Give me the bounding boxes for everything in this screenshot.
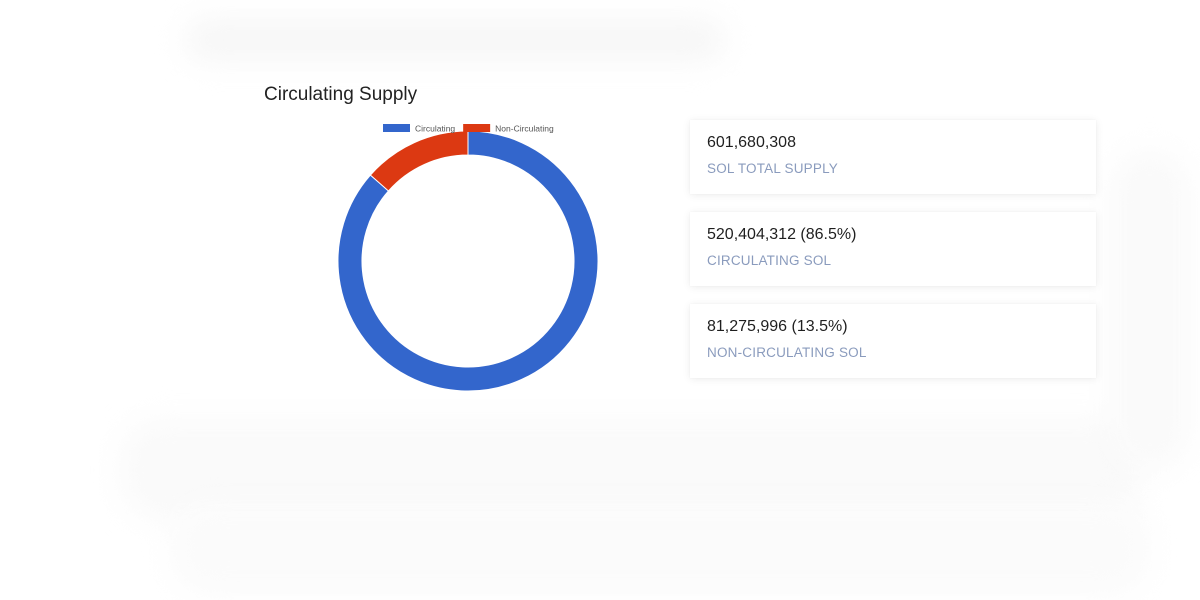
stat-value: 81,275,996 (13.5%) [707, 318, 848, 335]
stat-card-circulating: 520,404,312 (86.5%) CIRCULATING SOL [690, 212, 1096, 286]
chart-title: Circulating Supply [264, 84, 418, 105]
stat-card-non-circulating: 81,275,996 (13.5%) NON-CIRCULATING SOL [690, 304, 1096, 378]
circulating-supply-chart-panel: Circulating Supply Circulating Non-Circul… [240, 72, 680, 402]
donut-slice-circulating[interactable] [337, 130, 599, 392]
stat-label: SOL TOTAL SUPPLY [707, 161, 839, 176]
legend-item-non-circulating[interactable]: Non-Circulating [463, 124, 554, 134]
donut-slice-non-circulating[interactable] [369, 130, 469, 192]
stat-value: 520,404,312 (86.5%) [707, 226, 857, 243]
legend-label: Circulating [415, 124, 455, 134]
stat-label: CIRCULATING SOL [707, 253, 832, 268]
donut-chart: Circulating Non-Circulating [337, 124, 599, 392]
legend-swatch [463, 124, 491, 132]
legend-label: Non-Circulating [495, 124, 554, 134]
stat-label: NON-CIRCULATING SOL [707, 345, 867, 360]
blurred-header-backdrop [185, 18, 725, 62]
supply-stats: 601,680,308 SOL TOTAL SUPPLY 520,404,312… [690, 120, 1096, 396]
legend-item-circulating[interactable]: Circulating [383, 124, 455, 134]
blurred-footer-backdrop-lower [170, 500, 1150, 595]
blurred-side-backdrop [1110, 150, 1190, 470]
chart-legend: Circulating Non-Circulating [383, 124, 554, 134]
stat-card-total-supply: 601,680,308 SOL TOTAL SUPPLY [690, 120, 1096, 194]
stat-value: 601,680,308 [707, 134, 796, 151]
legend-swatch [383, 124, 410, 132]
